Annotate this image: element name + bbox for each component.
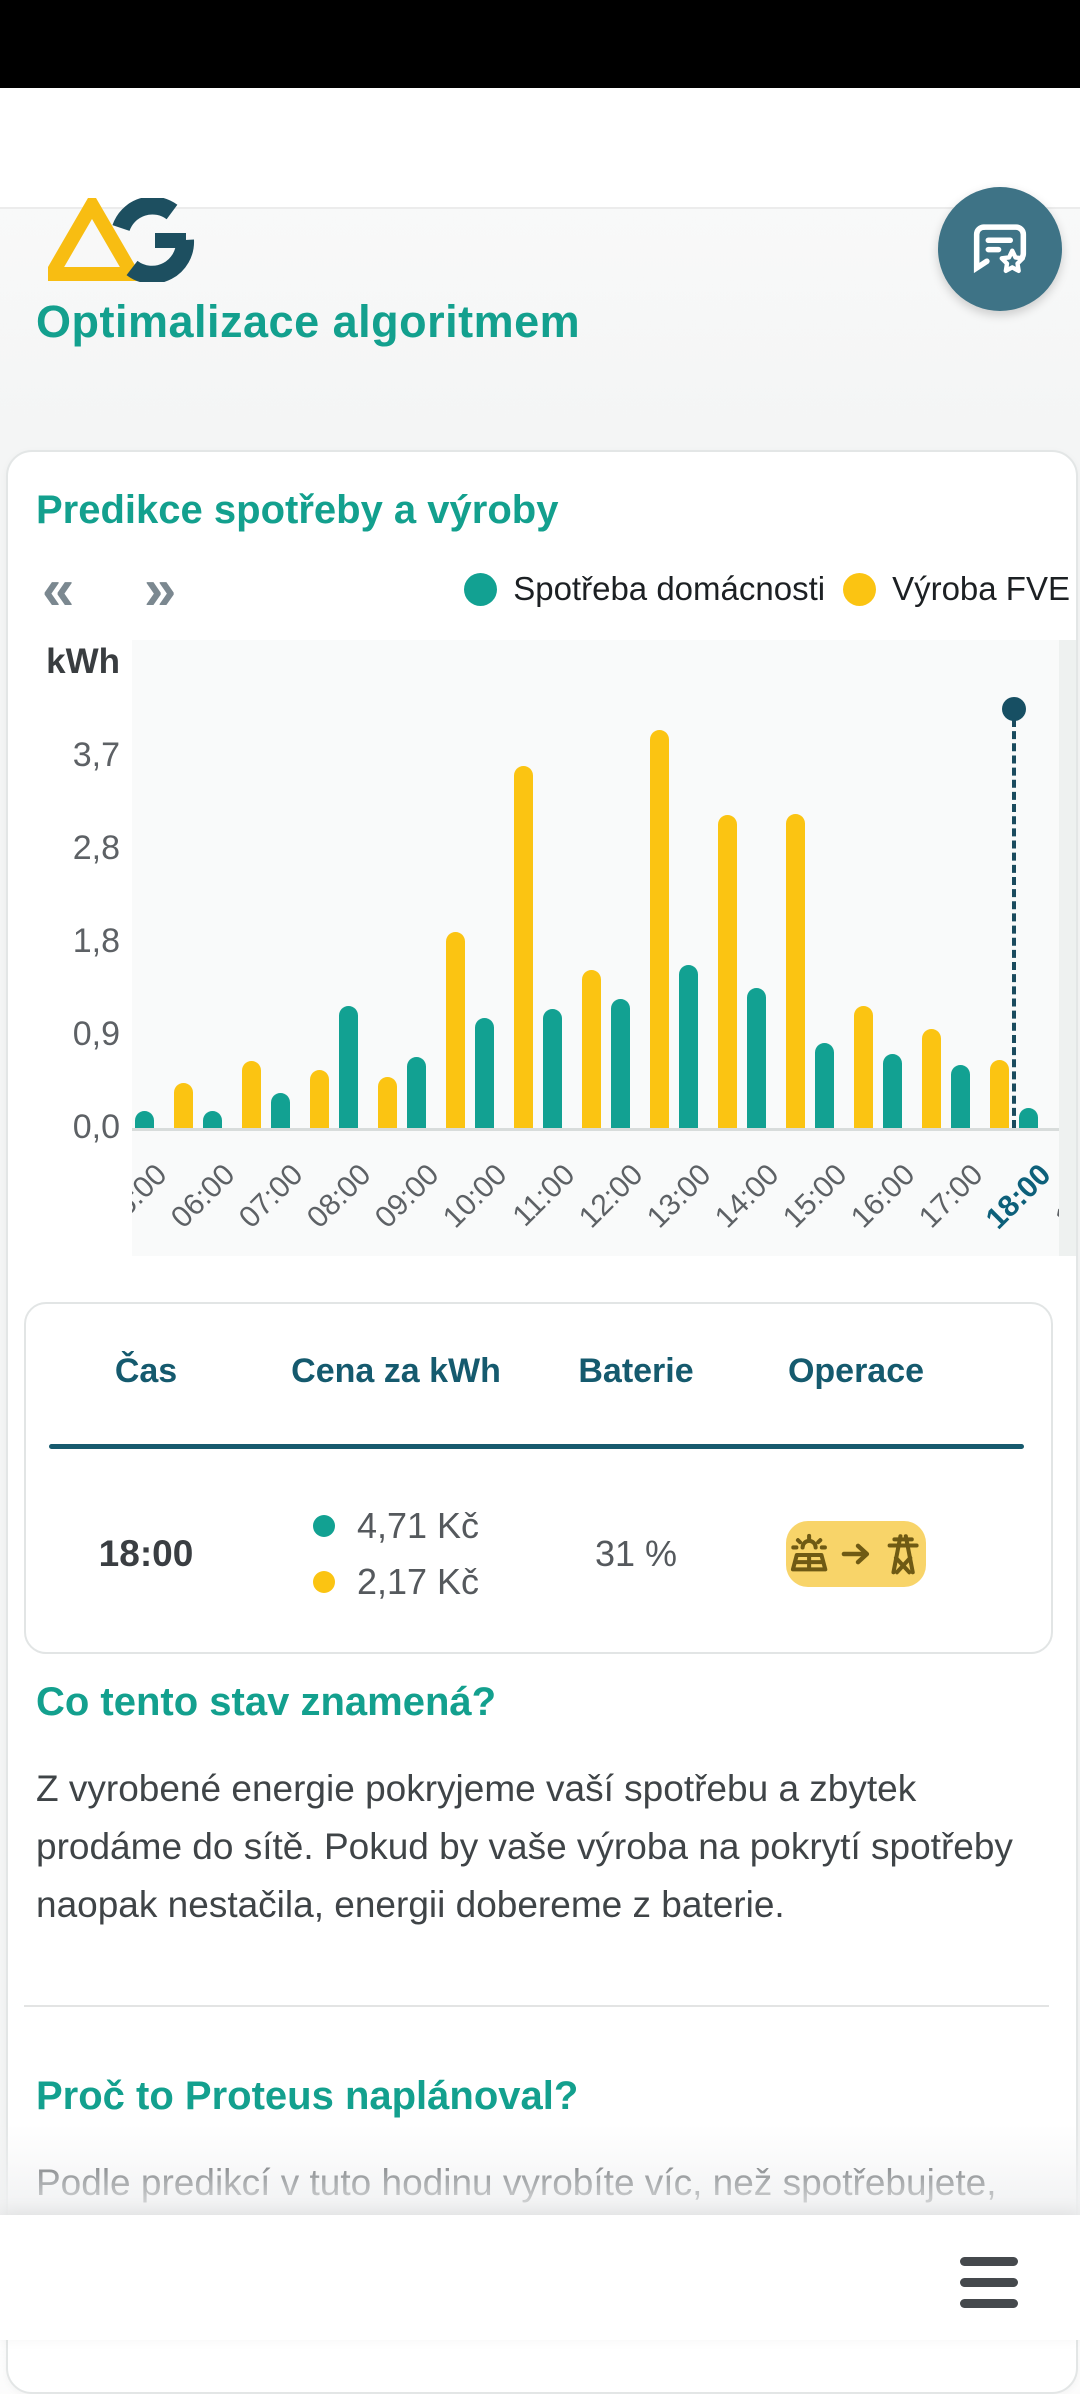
bar-production-11:00 — [514, 766, 533, 1128]
col-header-time: Čas — [114, 1352, 178, 1390]
legend-item-consumption: Spotřeba domácnosti — [464, 570, 825, 608]
prediction-card: Predikce spotřeby a výroby « » Spotřeba … — [6, 450, 1078, 2394]
hamburger-icon — [960, 2257, 1018, 2266]
chart-right-strip — [1059, 640, 1076, 1256]
chart-y-axis: kWh 0,0 0,9 1,8 2,8 3,7 — [8, 640, 132, 1256]
bar-consumption-14:00 — [747, 988, 766, 1128]
current-hour-marker-line — [1012, 718, 1016, 1128]
y-axis-unit-label: kWh — [46, 642, 120, 681]
hamburger-icon — [960, 2278, 1018, 2287]
table-header-row: Čas Cena za kWh Baterie Operace — [46, 1352, 1006, 1391]
chart-prev-button[interactable]: « — [42, 557, 75, 622]
bar-consumption-09:00 — [407, 1057, 426, 1128]
bar-production-10:00 — [446, 932, 465, 1128]
price-consumption-value: 4,71 Kč — [356, 1505, 480, 1546]
row-time: 18:00 — [98, 1533, 194, 1574]
bar-production-12:00 — [582, 970, 601, 1128]
bar-production-13:00 — [650, 730, 669, 1128]
production-dot-icon — [312, 1571, 335, 1593]
table-row: 18:00 4,71 Kč 2,17 Kč 31 % — [46, 1464, 1006, 1644]
legend-label: Výroba FVE — [892, 570, 1070, 607]
chart-plot-area[interactable]: 05:00 06:00 07:00 08:00 09:00 10:00 11:00 12:00… — [132, 640, 1059, 1256]
bar-consumption-06:00 — [203, 1111, 222, 1128]
bar-consumption-15:00 — [815, 1043, 834, 1128]
menu-button[interactable] — [960, 2257, 1018, 2308]
bar-production-14:00 — [718, 815, 737, 1128]
bar-production-16:00 — [854, 1006, 873, 1128]
price-production-value: 2,17 Kč — [356, 1561, 480, 1602]
price-production: 2,17 Kč — [312, 1561, 480, 1603]
bar-production-07:00 — [242, 1061, 261, 1128]
page-title: Optimalizace algoritmem — [36, 296, 581, 347]
arrow-right-icon — [841, 1543, 870, 1565]
power-pylon-icon — [887, 1534, 919, 1575]
bar-consumption-10:00 — [475, 1018, 494, 1128]
x-axis-line — [132, 1128, 1059, 1131]
feedback-chat-button[interactable] — [938, 187, 1062, 311]
bar-consumption-18:00 — [1019, 1108, 1038, 1128]
price-consumption: 4,71 Kč — [312, 1505, 480, 1547]
table-header-rule — [49, 1444, 1024, 1449]
chart-next-button[interactable]: » — [144, 557, 177, 622]
logo-icon — [39, 191, 195, 284]
row-battery: 31 % — [594, 1533, 678, 1574]
col-header-battery: Baterie — [578, 1352, 694, 1390]
y-tick-label: 0,0 — [72, 1108, 120, 1146]
col-header-operation: Operace — [787, 1352, 925, 1390]
bar-consumption-17:00 — [951, 1065, 970, 1128]
y-tick-label: 3,7 — [72, 736, 120, 775]
y-tick-label: 0,9 — [72, 1015, 120, 1054]
bar-production-08:00 — [310, 1070, 329, 1128]
hamburger-icon — [960, 2299, 1018, 2308]
col-header-price: Cena za kWh — [291, 1352, 501, 1390]
bar-consumption-05:00 — [135, 1111, 154, 1128]
y-tick-label: 2,8 — [72, 829, 120, 868]
row-prices: 4,71 Kč 2,17 Kč — [312, 1505, 480, 1603]
bar-production-15:00 — [786, 814, 805, 1128]
bar-consumption-12:00 — [611, 999, 630, 1128]
chart-legend: Spotřeba domácnosti Výroba FVE — [464, 570, 1070, 608]
current-hour-marker-dot — [1002, 696, 1026, 721]
status-bar — [0, 0, 1080, 88]
bar-production-09:00 — [378, 1077, 397, 1128]
section-heading-state: Co tento stav znamená? — [36, 1680, 497, 1724]
y-tick-label: 1,8 — [72, 922, 120, 961]
section-divider — [24, 2005, 1049, 2007]
prediction-card-title: Predikce spotřeby a výroby — [36, 488, 559, 532]
operation-badge-solar-to-grid — [786, 1521, 926, 1587]
schedule-table-card: Čas Cena za kWh Baterie Operace 18:00 4,… — [24, 1302, 1053, 1654]
consumption-dot-icon — [312, 1515, 335, 1537]
consumption-dot-icon — [464, 572, 498, 606]
section-text-why: Podle predikcí v tuto hodinu vyrobíte ví… — [36, 2162, 997, 2203]
section-heading-why: Proč to Proteus naplánoval? — [36, 2074, 579, 2118]
section-text-state: Z vyrobené energie pokryjeme vaší spotře… — [36, 1768, 1013, 1925]
legend-label: Spotřeba domácnosti — [513, 570, 826, 607]
bar-consumption-11:00 — [543, 1009, 562, 1128]
bar-consumption-07:00 — [271, 1093, 290, 1128]
production-dot-icon — [843, 572, 877, 606]
bar-production-18:00 — [990, 1060, 1009, 1128]
bar-consumption-16:00 — [883, 1054, 902, 1128]
bar-consumption-13:00 — [679, 965, 698, 1128]
prediction-bar-chart[interactable]: kWh 0,0 0,9 1,8 2,8 3,7 05:00 06:00 07:00 08:00… — [8, 640, 1076, 1256]
app-header — [0, 88, 1080, 311]
solar-panel-sun-icon — [790, 1533, 828, 1572]
bar-production-06:00 — [174, 1083, 193, 1128]
bar-consumption-08:00 — [339, 1006, 358, 1128]
chat-star-icon — [973, 224, 1027, 274]
legend-item-production: Výroba FVE — [843, 570, 1070, 608]
app-logo[interactable] — [39, 191, 198, 287]
bar-production-17:00 — [922, 1029, 941, 1128]
bottom-bar — [0, 2215, 1080, 2340]
